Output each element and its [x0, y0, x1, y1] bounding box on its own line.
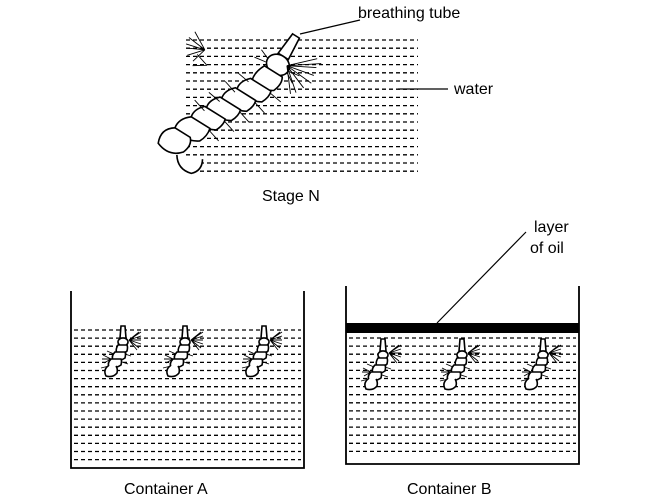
breathing-tube-pointer [299, 19, 361, 35]
oil-layer [346, 323, 579, 333]
stage-n-caption: Stage N [262, 188, 320, 205]
container-a-caption: Container A [124, 481, 208, 498]
container-a-larva-2 [162, 325, 204, 378]
water-label: water [453, 81, 494, 98]
container-b-larva-2 [439, 338, 481, 391]
stage-n-larva [127, 0, 330, 204]
container-a-larva-1 [100, 325, 142, 378]
oil-label-line1: layer [534, 219, 569, 236]
oil-pointer [436, 231, 527, 324]
container-a-larva-3 [241, 325, 283, 378]
container-b [345, 286, 580, 465]
breathing-tube-label: breathing tube [358, 5, 460, 22]
container-a [70, 291, 305, 469]
oil-label-line2: of oil [530, 240, 564, 257]
container-b-water [349, 337, 576, 453]
container-b-caption: Container B [407, 481, 492, 498]
